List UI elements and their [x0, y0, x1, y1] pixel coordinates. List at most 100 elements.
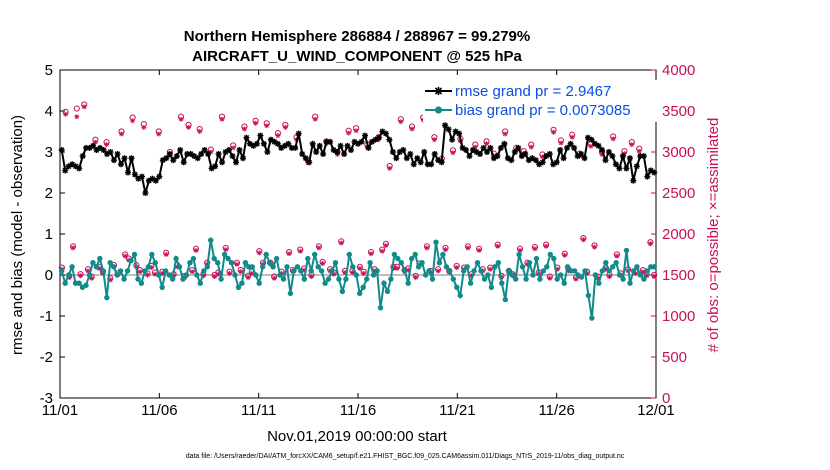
bias-point — [585, 292, 592, 299]
rmse-point — [480, 144, 487, 151]
bias-point — [329, 268, 335, 274]
bias-point — [114, 272, 120, 278]
obs-assimilated-point — [614, 253, 620, 259]
bias-point — [533, 255, 540, 262]
obs-assimilated-point — [569, 134, 575, 140]
bias-point — [616, 272, 623, 278]
bias-point — [610, 264, 616, 270]
rmse-point — [585, 134, 591, 141]
obs-assimilated-point — [551, 129, 557, 135]
obs-assimilated-point — [383, 243, 389, 248]
bias-point — [426, 268, 432, 274]
bias-point — [138, 280, 145, 286]
rmse-point — [553, 159, 560, 166]
bias-point — [523, 276, 529, 282]
rmse-point — [633, 163, 640, 170]
rmse-point — [640, 153, 647, 160]
bias-point — [357, 290, 363, 297]
bias-point — [547, 251, 553, 258]
bias-point — [367, 260, 373, 266]
rmse-point — [358, 138, 365, 145]
bias-point — [537, 276, 543, 282]
legend-bias-marker — [434, 106, 443, 114]
bias-point — [395, 255, 401, 262]
obs-assimilated-point — [85, 268, 91, 274]
bias-point — [419, 260, 425, 266]
legend-box — [423, 80, 659, 122]
bias-point — [499, 280, 505, 286]
rmse-point — [180, 159, 187, 166]
bias-point — [461, 268, 467, 274]
obs-assimilated-point — [558, 140, 564, 146]
rmse-point — [442, 122, 449, 129]
obs-assimilated-point — [413, 275, 419, 280]
obs-assimilated-point — [163, 252, 169, 257]
y-right-tick-label: 500 — [662, 349, 687, 366]
y-right-tick-label: 0 — [662, 390, 670, 407]
rmse-point — [508, 157, 515, 164]
rmse-point — [274, 140, 281, 147]
bias-point — [256, 280, 262, 286]
rmse-point — [264, 149, 271, 155]
rmse-point — [362, 132, 368, 139]
bias-point — [312, 251, 318, 258]
rmse-point — [316, 142, 323, 149]
rmse-point — [484, 149, 490, 155]
bias-point — [249, 264, 255, 270]
rmse-point — [438, 159, 445, 166]
obs-assimilated-point — [238, 269, 244, 275]
bias-point — [554, 276, 560, 282]
rmse-point — [76, 165, 83, 172]
obs-assimilated-point — [502, 131, 508, 137]
bias-point — [325, 276, 332, 282]
obs-assimilated-point — [189, 269, 195, 275]
obs-assimilated-point — [629, 142, 635, 148]
obs-assimilated-point — [368, 251, 374, 257]
rmse-point — [212, 163, 219, 170]
rmse-point — [306, 159, 313, 166]
bias-point — [509, 272, 515, 278]
rmse-point — [79, 153, 86, 160]
obs-assimilated-point — [186, 124, 191, 130]
rmse-point — [341, 151, 348, 157]
y-tick-label: -1 — [40, 308, 53, 325]
bias-point — [190, 255, 197, 262]
obs-assimilated-point — [130, 118, 136, 124]
rmse-point — [100, 147, 107, 153]
bias-point — [488, 284, 495, 290]
bias-point — [166, 272, 172, 278]
obs-assimilated-point — [338, 240, 344, 246]
x-tick-label: 11/11 — [241, 402, 276, 419]
obs-assimilated-point — [197, 129, 203, 134]
rmse-point — [466, 153, 473, 160]
bias-point — [90, 260, 96, 266]
bias-point — [59, 268, 65, 274]
rmse-point — [382, 130, 389, 137]
bias-point — [564, 264, 571, 270]
bias-point — [336, 276, 342, 282]
obs-assimilated-point — [361, 270, 367, 276]
bias-point — [433, 239, 439, 245]
rmse-point — [375, 134, 382, 141]
bias-point — [623, 247, 630, 254]
obs-assimilated-point — [245, 275, 251, 280]
y-right-tick-label: 2500 — [662, 185, 695, 202]
y-axis-label: rmse and bias (model - observation) — [9, 115, 26, 355]
bias-point — [634, 264, 640, 270]
x-tick-label: 11/21 — [439, 402, 475, 419]
rmse-point — [173, 153, 180, 160]
obs-assimilated-point — [78, 273, 83, 279]
bias-point — [180, 276, 186, 282]
bias-point — [637, 272, 644, 278]
rmse-point — [588, 136, 595, 143]
bias-point — [93, 264, 100, 270]
bias-point — [651, 264, 657, 270]
bias-point — [76, 280, 82, 286]
bias-point — [62, 280, 68, 286]
rmse-point — [226, 147, 232, 153]
rmse-point — [118, 161, 124, 168]
bias-point — [208, 237, 214, 243]
bias-point — [558, 272, 564, 278]
rmse-point — [389, 149, 396, 155]
bias-point — [540, 268, 547, 274]
